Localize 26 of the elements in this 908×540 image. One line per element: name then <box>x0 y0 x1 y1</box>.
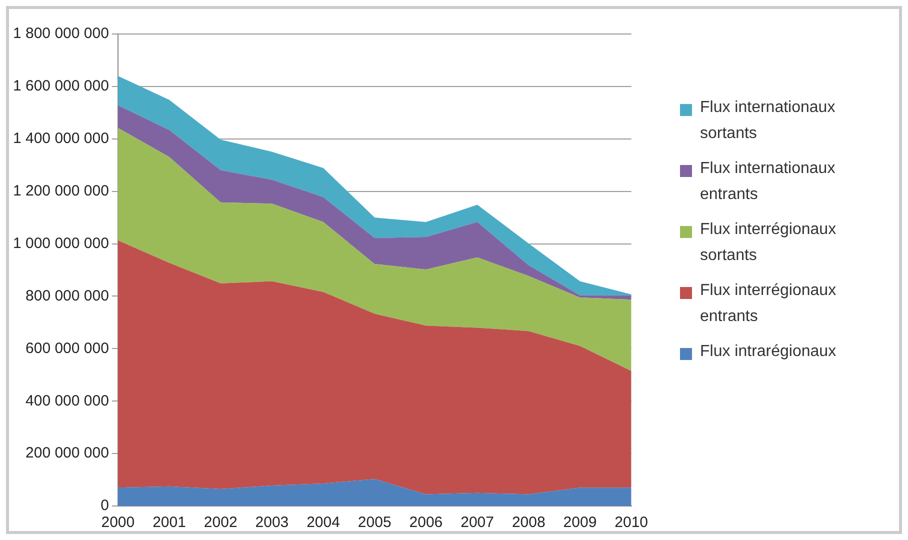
y-tick-label: 1 800 000 000 <box>12 25 109 42</box>
y-tick-label: 1 200 000 000 <box>12 182 109 200</box>
y-tick-label: 400 000 000 <box>26 392 109 410</box>
legend-label: Flux intrarégionaux <box>700 342 836 362</box>
x-tick-label: 2006 <box>409 514 443 532</box>
y-tick-label: 1 000 000 000 <box>12 234 109 252</box>
x-tick-label: 2008 <box>512 514 546 532</box>
y-tick-label: 1 600 000 000 <box>12 78 109 95</box>
legend-label: Flux interrégionaux entrants <box>700 281 838 327</box>
legend-label: Flux interrégionaux sortants <box>700 220 838 266</box>
y-tick-label: 800 000 000 <box>26 287 109 304</box>
y-tick-label: 1 400 000 000 <box>12 130 109 148</box>
x-tick-label: 2000 <box>101 514 135 532</box>
x-tick-label: 2003 <box>255 514 289 532</box>
y-tick-label: 600 000 000 <box>26 340 109 357</box>
legend-label: Flux internationaux entrants <box>700 159 836 205</box>
x-tick-label: 2005 <box>358 514 392 532</box>
y-tick-label: 200 000 000 <box>26 444 109 462</box>
x-tick-label: 2002 <box>204 514 238 532</box>
y-tick-label: 0 <box>100 497 109 514</box>
x-tick-label: 2007 <box>460 514 494 532</box>
x-tick-label: 2010 <box>614 514 648 532</box>
x-tick-label: 2009 <box>563 514 597 532</box>
legend-label: Flux internationaux sortants <box>700 98 836 144</box>
x-tick-label: 2004 <box>306 514 340 532</box>
x-tick-label: 2001 <box>152 514 186 532</box>
